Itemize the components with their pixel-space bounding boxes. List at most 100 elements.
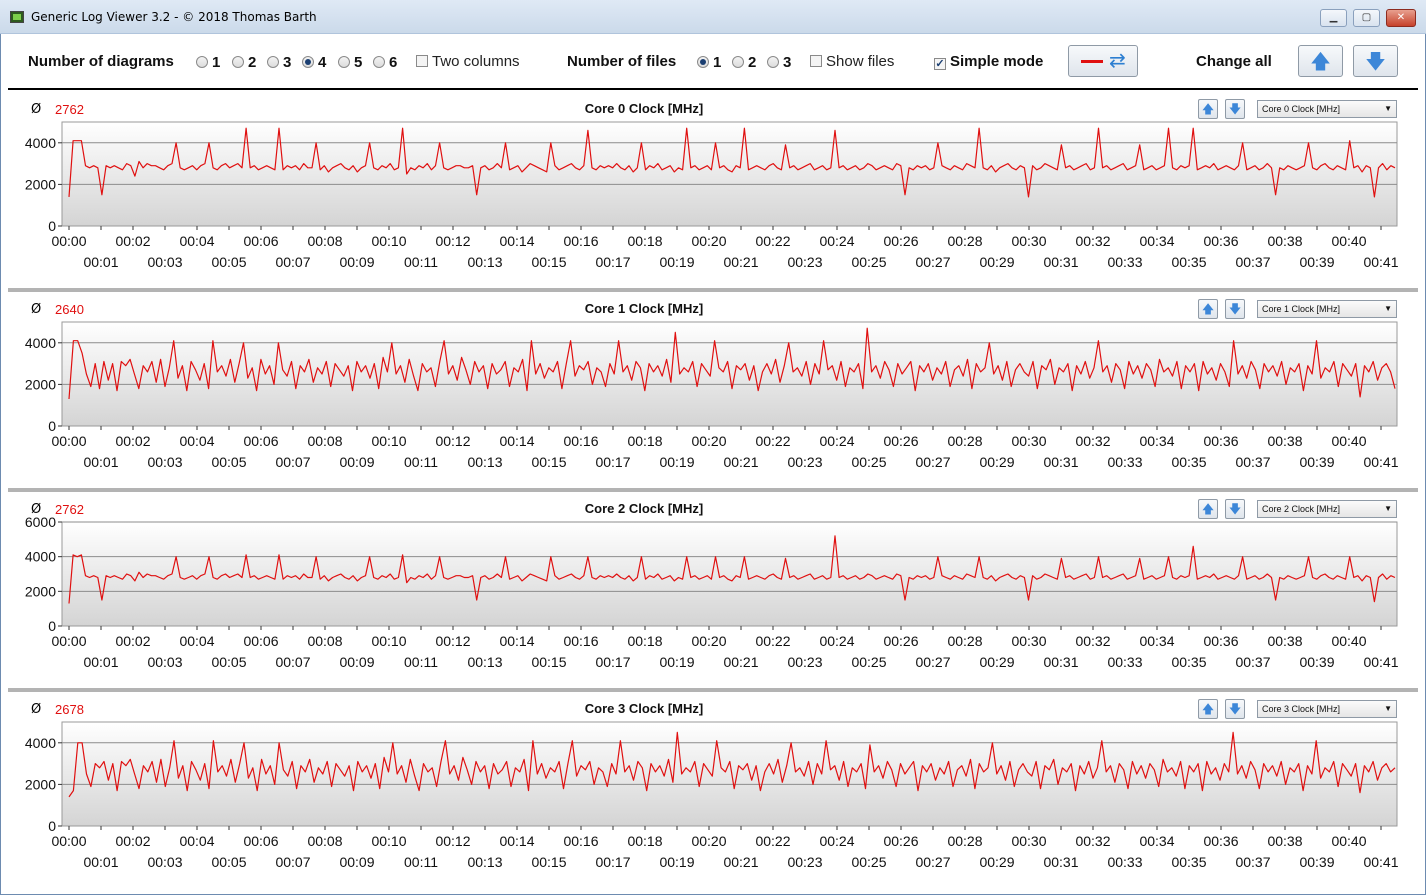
move-up-button[interactable]: 🡅 — [1198, 299, 1218, 319]
x-tick-label: 00:39 — [1299, 854, 1334, 870]
diagrams-radio-5[interactable]: 5 — [338, 54, 362, 71]
y-tick-label: 0 — [48, 218, 56, 234]
y-tick-label: 4000 — [25, 135, 56, 151]
line-chart[interactable]: 0 2000 4000 00:00 00:02 00:04 00:06 00:08 00:10 0… — [8, 92, 1418, 288]
x-tick-label: 00:19 — [659, 654, 694, 670]
x-tick-label: 00:02 — [115, 633, 150, 649]
files-radio-3[interactable]: 3 — [767, 54, 791, 71]
x-tick-label: 00:19 — [659, 254, 694, 270]
average-symbol: Ø — [31, 302, 42, 317]
checkbox-box — [416, 55, 428, 67]
x-tick-label: 00:01 — [83, 254, 118, 270]
x-tick-label: 00:04 — [179, 233, 214, 249]
close-button[interactable]: ✕ — [1386, 9, 1416, 27]
y-tick-label: 2000 — [25, 176, 56, 192]
x-tick-label: 00:27 — [915, 654, 950, 670]
panel-separator[interactable] — [8, 288, 1418, 292]
move-down-button[interactable]: 🡇 — [1225, 99, 1245, 119]
show-files-checkbox[interactable]: Show files — [810, 53, 894, 70]
channel-select[interactable]: Core 1 Clock [MHz] ▼ — [1257, 300, 1397, 318]
x-tick-label: 00:30 — [1011, 233, 1046, 249]
arrow-down-icon: 🡇 — [1228, 702, 1242, 716]
panel-title: Core 1 Clock [MHz] — [584, 301, 704, 316]
x-tick-label: 00:31 — [1043, 454, 1078, 470]
x-tick-label: 00:10 — [371, 833, 406, 849]
x-tick-label: 00:39 — [1299, 254, 1334, 270]
y-tick-label: 0 — [48, 618, 56, 634]
channel-select[interactable]: Core 2 Clock [MHz] ▼ — [1257, 500, 1397, 518]
x-tick-label: 00:39 — [1299, 454, 1334, 470]
x-tick-label: 00:20 — [691, 233, 726, 249]
x-tick-label: 00:24 — [819, 833, 854, 849]
simple-mode-checkbox[interactable]: ✓ Simple mode — [934, 53, 1044, 70]
move-all-up-button[interactable]: 🡅 — [1298, 45, 1343, 77]
chevron-down-icon: ▼ — [1384, 504, 1392, 513]
x-tick-label: 00:41 — [1363, 254, 1398, 270]
x-tick-label: 00:40 — [1331, 633, 1366, 649]
x-tick-label: 00:29 — [979, 454, 1014, 470]
x-tick-label: 00:23 — [787, 454, 822, 470]
files-radio-1[interactable]: 1 — [697, 54, 721, 71]
move-down-button[interactable]: 🡇 — [1225, 699, 1245, 719]
channel-select[interactable]: Core 3 Clock [MHz] ▼ — [1257, 700, 1397, 718]
x-tick-label: 00:20 — [691, 633, 726, 649]
two-columns-checkbox[interactable]: Two columns — [416, 53, 520, 70]
diagrams-radio-3[interactable]: 3 — [267, 54, 291, 71]
x-tick-label: 00:25 — [851, 254, 886, 270]
move-all-down-button[interactable]: 🡇 — [1353, 45, 1398, 77]
x-tick-label: 00:25 — [851, 854, 886, 870]
x-tick-label: 00:11 — [404, 654, 438, 670]
x-tick-label: 00:12 — [435, 433, 470, 449]
line-chart[interactable]: 0 2000 4000 6000 00:00 00:02 00:04 00:06 00:08 00… — [8, 492, 1418, 688]
x-tick-label: 00:26 — [883, 633, 918, 649]
line-chart[interactable]: 0 2000 4000 00:00 00:02 00:04 00:06 00:08 00:10 0… — [8, 292, 1418, 488]
diagrams-radio-1[interactable]: 1 — [196, 54, 220, 71]
x-tick-label: 00:22 — [755, 233, 790, 249]
x-tick-label: 00:06 — [243, 633, 278, 649]
panel-separator[interactable] — [8, 488, 1418, 492]
red-line-icon — [1081, 60, 1103, 63]
panel-title: Core 0 Clock [MHz] — [584, 101, 704, 116]
x-tick-label: 00:16 — [563, 433, 598, 449]
x-tick-label: 00:33 — [1107, 454, 1142, 470]
y-tick-label: 2000 — [25, 583, 56, 599]
move-up-button[interactable]: 🡅 — [1198, 499, 1218, 519]
checkbox-checked-box: ✓ — [934, 58, 946, 70]
average-symbol: Ø — [31, 102, 42, 117]
maximize-button[interactable]: ▢ — [1353, 9, 1380, 27]
line-color-refresh-button[interactable]: ⇄ — [1068, 45, 1138, 77]
average-symbol: Ø — [31, 702, 42, 717]
arrow-down-icon: 🡇 — [1228, 302, 1242, 316]
x-tick-label: 00:14 — [499, 433, 534, 449]
files-radio-2[interactable]: 2 — [732, 54, 756, 71]
panel-separator[interactable] — [8, 688, 1418, 692]
app-logo-icon — [10, 11, 24, 23]
move-up-button[interactable]: 🡅 — [1198, 99, 1218, 119]
move-up-button[interactable]: 🡅 — [1198, 699, 1218, 719]
y-tick-label: 4000 — [25, 549, 56, 565]
arrow-up-icon: 🡅 — [1310, 49, 1331, 73]
title-bar[interactable]: Generic Log Viewer 3.2 - © 2018 Thomas B… — [0, 0, 1426, 34]
diagrams-radio-4[interactable]: 4 — [302, 54, 326, 71]
minimize-button[interactable]: ▁ — [1320, 9, 1347, 27]
arrow-down-icon: 🡇 — [1365, 49, 1386, 73]
move-down-button[interactable]: 🡇 — [1225, 499, 1245, 519]
x-tick-label: 00:41 — [1363, 854, 1398, 870]
x-tick-label: 00:36 — [1203, 633, 1238, 649]
average-value: 2762 — [55, 102, 84, 117]
x-tick-label: 00:01 — [83, 454, 118, 470]
diagrams-radio-2[interactable]: 2 — [232, 54, 256, 71]
x-tick-label: 00:29 — [979, 254, 1014, 270]
series-line — [68, 127, 1396, 198]
x-tick-label: 00:06 — [243, 433, 278, 449]
move-down-button[interactable]: 🡇 — [1225, 299, 1245, 319]
x-tick-label: 00:26 — [883, 833, 918, 849]
line-chart[interactable]: 0 2000 4000 00:00 00:02 00:04 00:06 00:08 00:10 0… — [8, 692, 1418, 888]
x-tick-label: 00:12 — [435, 633, 470, 649]
x-tick-label: 00:17 — [595, 654, 630, 670]
x-tick-label: 00:21 — [723, 654, 758, 670]
x-tick-label: 00:09 — [339, 454, 374, 470]
channel-select[interactable]: Core 0 Clock [MHz] ▼ — [1257, 100, 1397, 118]
diagrams-radio-6[interactable]: 6 — [373, 54, 397, 71]
x-tick-label: 00:05 — [211, 854, 246, 870]
